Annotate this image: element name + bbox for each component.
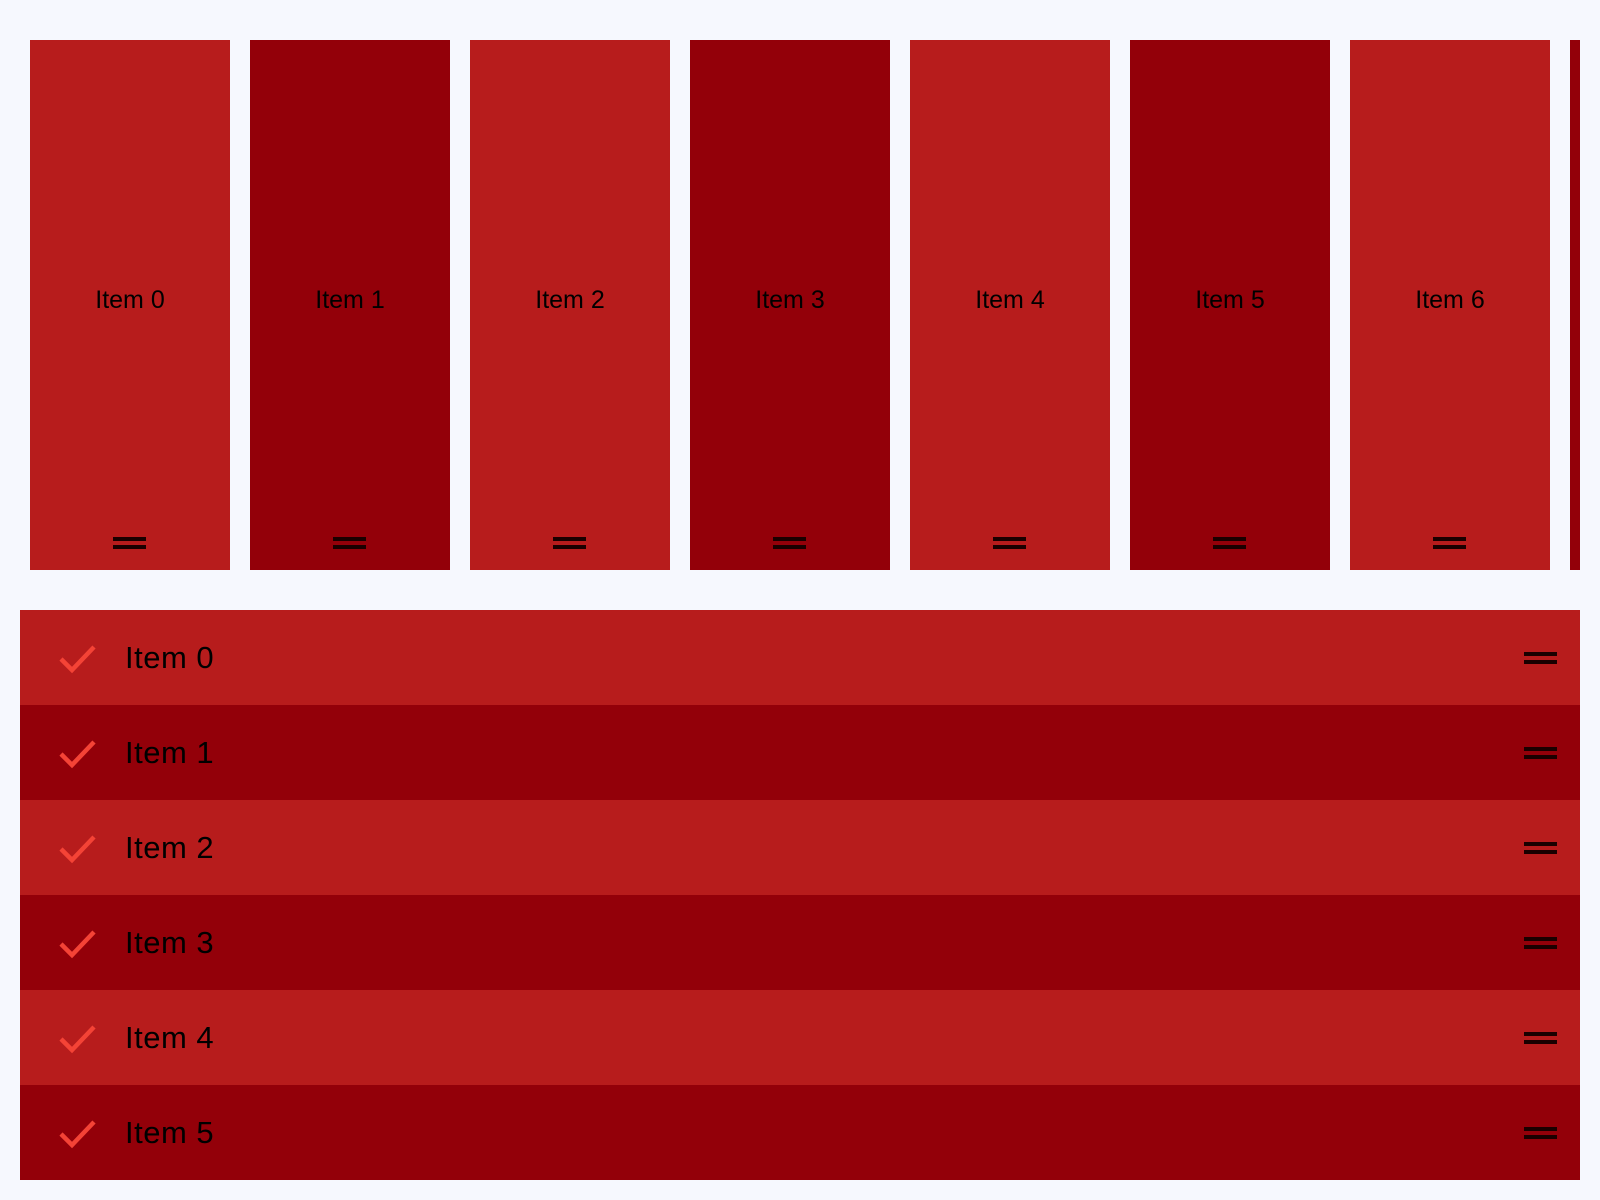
list-item-label: Item 5: [125, 1114, 215, 1150]
horizontal-list-card[interactable]: [1570, 40, 1580, 570]
list-item-label: Item 3: [125, 924, 215, 960]
drag-handle-icon[interactable]: [1524, 747, 1557, 760]
card-label: Item 2: [535, 285, 605, 314]
drag-handle-icon[interactable]: [1524, 937, 1557, 950]
horizontal-list-card[interactable]: Item 2: [470, 40, 670, 570]
drag-handle-icon[interactable]: [553, 537, 586, 550]
drag-handle-icon[interactable]: [1213, 537, 1246, 550]
horizontal-reorderable-list[interactable]: Item 0 Item 1 Item 2 Item 3 Item 4 Item 5 Item…: [20, 40, 1580, 570]
list-item[interactable]: Item 0: [20, 610, 1580, 705]
drag-handle-icon[interactable]: [113, 537, 146, 550]
card-label: Item 4: [975, 285, 1045, 314]
card-label: Item 1: [315, 285, 385, 314]
drag-handle-icon[interactable]: [333, 537, 366, 550]
check-icon: [59, 1120, 96, 1149]
drag-handle-icon[interactable]: [1524, 1127, 1557, 1140]
list-item[interactable]: Item 1: [20, 705, 1580, 800]
list-item-label: Item 4: [125, 1019, 215, 1055]
card-label: Item 6: [1415, 285, 1485, 314]
check-icon: [59, 740, 96, 769]
horizontal-list-card[interactable]: Item 6: [1350, 40, 1550, 570]
horizontal-list-card[interactable]: Item 4: [910, 40, 1110, 570]
list-item[interactable]: Item 4: [20, 990, 1580, 1085]
check-icon: [59, 645, 96, 674]
list-item-label: Item 1: [125, 734, 215, 770]
list-item-label: Item 0: [125, 639, 215, 675]
drag-handle-icon[interactable]: [993, 537, 1026, 550]
list-item-label: Item 2: [125, 829, 215, 865]
list-item[interactable]: Item 2: [20, 800, 1580, 895]
drag-handle-icon[interactable]: [1524, 842, 1557, 855]
card-label: Item 0: [95, 285, 165, 314]
drag-handle-icon[interactable]: [773, 537, 806, 550]
horizontal-list-card[interactable]: Item 5: [1130, 40, 1330, 570]
horizontal-list-card[interactable]: Item 1: [250, 40, 450, 570]
drag-handle-icon[interactable]: [1433, 537, 1466, 550]
check-icon: [59, 930, 96, 959]
drag-handle-icon[interactable]: [1524, 1032, 1557, 1045]
list-item[interactable]: Item 3: [20, 895, 1580, 990]
horizontal-list-card[interactable]: Item 3: [690, 40, 890, 570]
horizontal-list-card[interactable]: Item 0: [30, 40, 230, 570]
drag-handle-icon[interactable]: [1524, 652, 1557, 665]
card-label: Item 5: [1195, 285, 1265, 314]
check-icon: [59, 1025, 96, 1054]
vertical-reorderable-list[interactable]: Item 0 Item 1 Item 2 Item 3 Item 4 Item 5: [20, 610, 1580, 1180]
check-icon: [59, 835, 96, 864]
list-item[interactable]: Item 5: [20, 1085, 1580, 1180]
card-label: Item 3: [755, 285, 825, 314]
